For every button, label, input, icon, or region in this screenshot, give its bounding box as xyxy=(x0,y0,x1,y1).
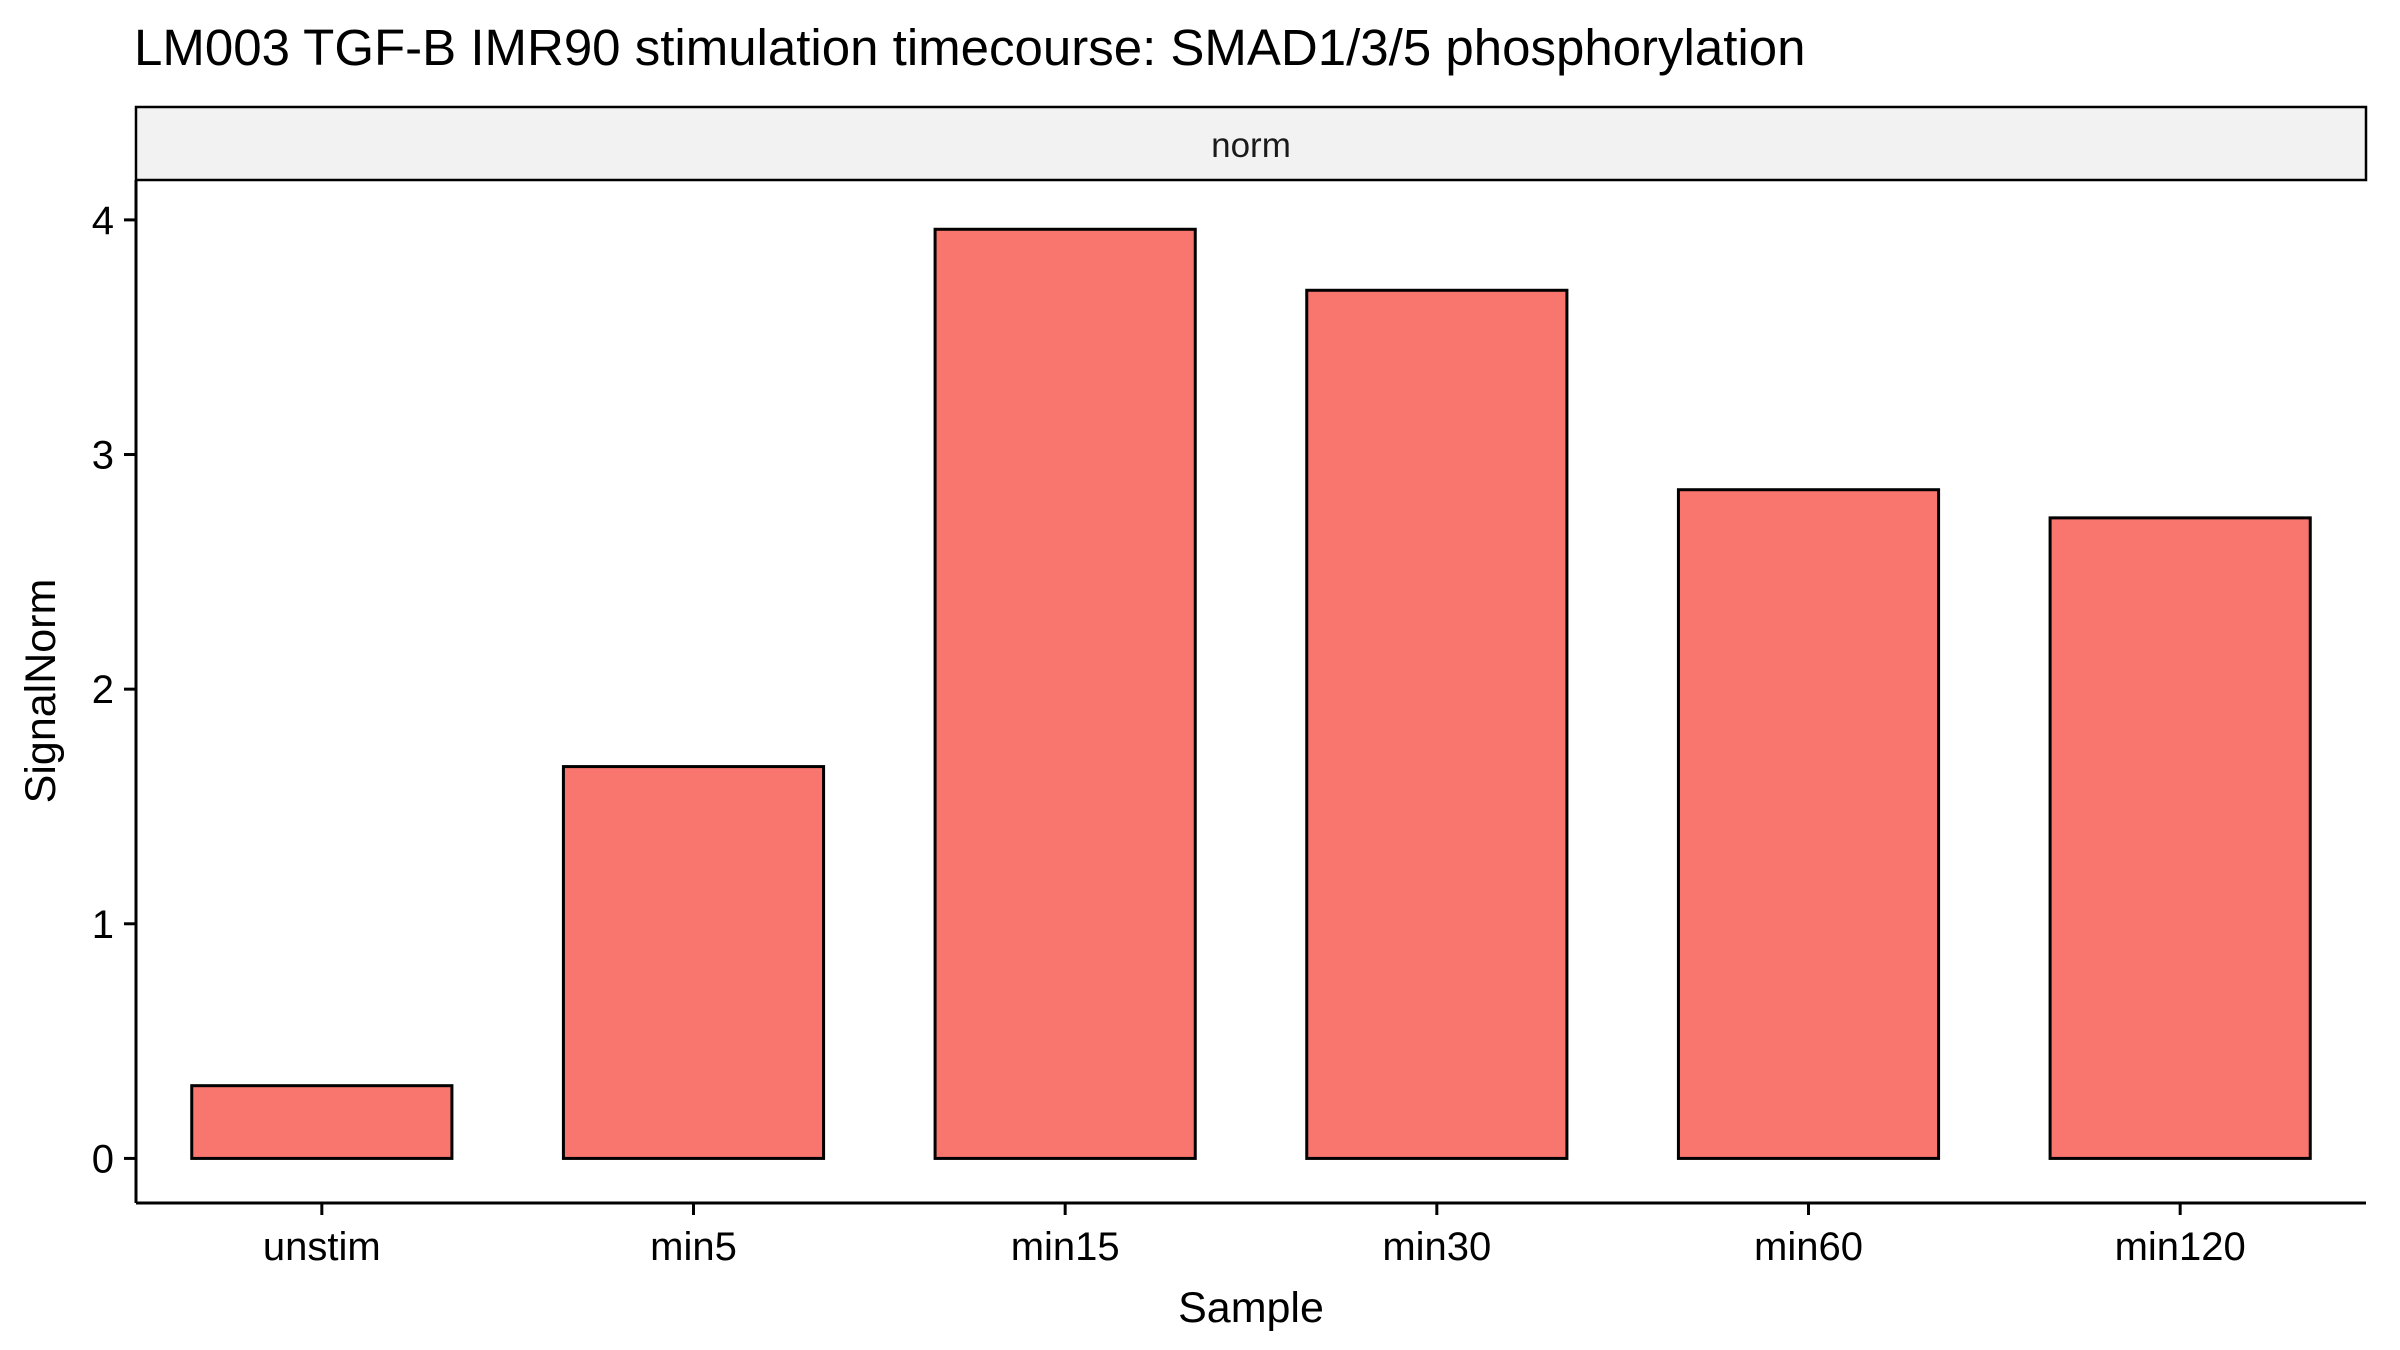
y-tick-label-2: 2 xyxy=(92,668,114,712)
facet-strip xyxy=(134,105,2368,182)
bar-min120 xyxy=(2048,516,2312,1160)
x-tick-label-min120: min120 xyxy=(2115,1225,2246,1269)
x-tick-label-min60: min60 xyxy=(1754,1225,1863,1269)
y-tick-label-0: 0 xyxy=(92,1137,114,1181)
y-tick-label-3: 3 xyxy=(92,434,114,478)
bar-min15 xyxy=(933,227,1197,1160)
x-tick-label-unstim: unstim xyxy=(263,1225,381,1269)
bar-min30 xyxy=(1305,288,1569,1160)
x-axis-title: Sample xyxy=(1178,1284,1324,1332)
y-tick-label-4: 4 xyxy=(92,199,114,243)
bar-min5 xyxy=(561,765,826,1160)
bars xyxy=(190,227,2312,1160)
x-tick-label-min5: min5 xyxy=(650,1225,737,1269)
facet-label: norm xyxy=(1211,126,1291,165)
chart-title: LM003 TGF-B IMR90 stimulation timecourse… xyxy=(134,19,1805,76)
x-tick-label-min30: min30 xyxy=(1382,1225,1491,1269)
y-tick-label-1: 1 xyxy=(92,903,114,947)
y-axis-title: SignalNorm xyxy=(17,579,65,804)
bar-unstim xyxy=(190,1084,454,1160)
x-tick-label-min15: min15 xyxy=(1011,1225,1120,1269)
y-axis-ticks: 0 1 2 3 4 xyxy=(92,199,136,1181)
x-axis-ticks: unstim min5 min15 min30 min60 min120 xyxy=(263,1203,2246,1269)
bar-min60 xyxy=(1676,488,1941,1160)
